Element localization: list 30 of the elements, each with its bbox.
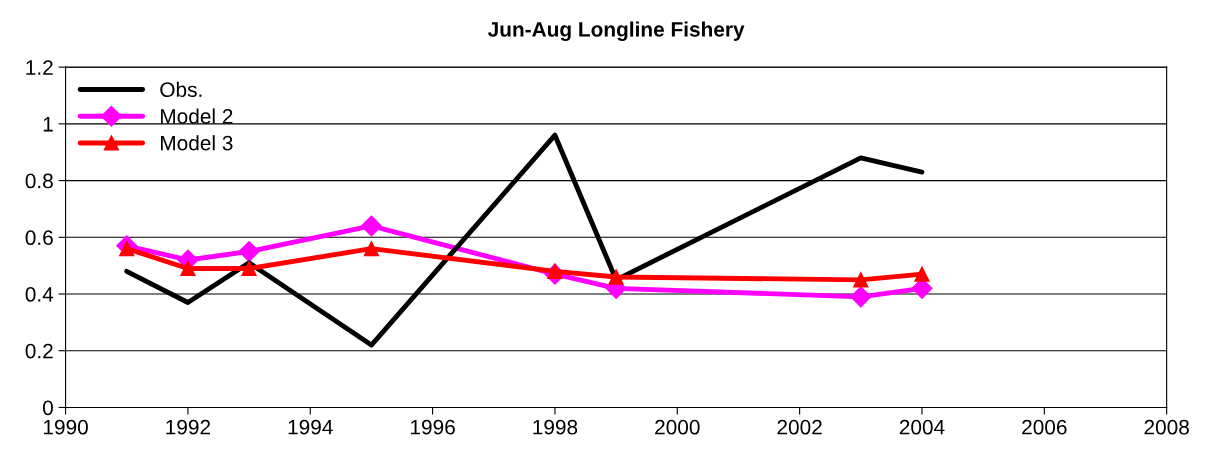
point <box>853 272 869 288</box>
y-tick-label: 0.8 <box>25 173 53 189</box>
y-tick-label: 0.2 <box>25 343 53 359</box>
x-tick-label: 2000 <box>655 419 700 435</box>
legend-label: Model 2 <box>161 108 233 124</box>
legend-label: Model 3 <box>161 135 233 151</box>
x-tick-label: 1994 <box>288 419 333 435</box>
y-tick-label: 1 <box>43 117 53 132</box>
x-tick-label: 2006 <box>1022 419 1067 435</box>
chart-title: Jun-Aug Longline Fishery <box>487 21 745 41</box>
point <box>363 240 380 257</box>
point <box>241 260 257 277</box>
y-tick-label: 0.6 <box>25 230 53 246</box>
point <box>180 260 196 277</box>
x-tick-label: 1996 <box>411 419 455 435</box>
y-tick-label: 0.4 <box>25 287 54 302</box>
point <box>914 266 930 282</box>
x-tick-label: 1998 <box>533 419 578 435</box>
x-tick-label: 2002 <box>777 419 822 435</box>
x-tick-label: 1990 <box>43 419 88 435</box>
x-tick-label: 1992 <box>166 419 211 435</box>
point <box>850 286 872 308</box>
point <box>360 215 382 237</box>
y-tick-label: 0 <box>42 400 53 416</box>
y-tick-label: 1.2 <box>26 60 53 75</box>
point <box>238 240 260 262</box>
x-tick-label: 2004 <box>899 419 945 435</box>
x-tick-label: 2008 <box>1144 419 1189 435</box>
point <box>608 269 624 285</box>
legend-label: Obs. <box>160 81 202 98</box>
